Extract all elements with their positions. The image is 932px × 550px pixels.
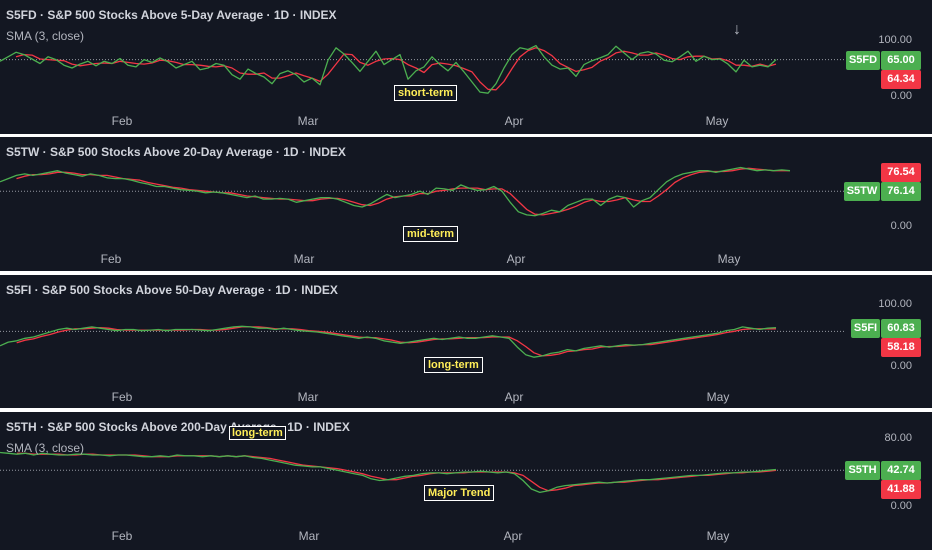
y-tick-label: 0.00 (890, 500, 912, 512)
y-tick-label: 100.00 (878, 34, 912, 46)
pane-title: S5FI · S&P 500 Stocks Above 50-Day Avera… (6, 283, 338, 297)
sma-value-badge: 64.34 (881, 70, 921, 89)
sma-line[interactable] (15, 47, 777, 91)
indicator-legend[interactable]: SMA (3, close) (6, 29, 85, 43)
annotation-label[interactable]: Major Trend (424, 485, 495, 501)
price-line[interactable] (0, 166, 791, 217)
annotation-label-overlay[interactable]: long-term (229, 426, 286, 440)
annotation-label[interactable]: mid-term (403, 226, 459, 242)
x-tick-label: Apr (504, 390, 524, 404)
x-tick-label: Feb (100, 252, 122, 266)
price-line[interactable] (0, 451, 777, 494)
indicator-legend[interactable]: SMA (3, close) (6, 441, 85, 455)
x-tick-label: Mar (297, 390, 319, 404)
annotation-label[interactable]: long-term (424, 357, 483, 373)
down-arrow-icon[interactable]: ↓ (733, 21, 741, 38)
x-tick-label: May (717, 252, 741, 266)
last-value-badge: 60.83 (881, 319, 921, 338)
pane-title: S5TW · S&P 500 Stocks Above 20-Day Avera… (6, 145, 346, 159)
last-value-badge: 42.74 (881, 461, 921, 480)
s5fd-chart-svg (0, 44, 845, 94)
symbol-tag: S5TH (845, 461, 880, 480)
symbol-tag: S5FD (846, 51, 880, 70)
x-tick-label: Feb (111, 114, 133, 128)
symbol-tag: S5FI (851, 319, 880, 338)
x-tick-label: May (706, 529, 730, 543)
x-tick-label: Apr (503, 529, 523, 543)
pane-s5fd[interactable]: S5FD · S&P 500 Stocks Above 5-Day Averag… (0, 0, 932, 134)
s5tw-chart-svg (0, 166, 845, 217)
annotation-label[interactable]: short-term (394, 85, 458, 101)
last-value-badge: 65.00 (881, 51, 921, 70)
price-line[interactable] (0, 44, 777, 94)
sma-value-badge: 58.18 (881, 338, 921, 357)
x-tick-label: Mar (298, 529, 320, 543)
pane-s5th[interactable]: S5TH · S&P 500 Stocks Above 200-Day Aver… (0, 412, 932, 550)
y-tick-label: 0.00 (890, 220, 912, 232)
pane-title: S5FD · S&P 500 Stocks Above 5-Day Averag… (6, 8, 337, 22)
y-tick-label: 80.00 (884, 432, 912, 444)
y-tick-label: 0.00 (890, 360, 912, 372)
pane-title: S5TH · S&P 500 Stocks Above 200-Day Aver… (6, 420, 350, 434)
last-value-badge: 76.14 (881, 182, 921, 201)
x-tick-label: Mar (297, 114, 319, 128)
x-tick-label: Mar (293, 252, 315, 266)
s5th-chart-svg (0, 451, 845, 494)
sma-value-badge: 41.88 (881, 480, 921, 499)
sma-line[interactable] (16, 452, 777, 492)
x-tick-label: Apr (506, 252, 526, 266)
sma-value-badge: 76.54 (881, 163, 921, 182)
x-tick-label: May (705, 114, 729, 128)
y-tick-label: 100.00 (878, 298, 912, 310)
y-tick-label: 0.00 (890, 90, 912, 102)
x-tick-label: Feb (111, 529, 133, 543)
price-line[interactable] (0, 325, 777, 358)
pane-s5fi[interactable]: S5FI · S&P 500 Stocks Above 50-Day Avera… (0, 275, 932, 408)
x-tick-label: Feb (111, 390, 133, 404)
pane-s5tw[interactable]: S5TW · S&P 500 Stocks Above 20-Day Avera… (0, 137, 932, 271)
symbol-tag: S5TW (844, 182, 880, 201)
s5fi-chart-svg (0, 325, 845, 358)
x-tick-label: May (706, 390, 730, 404)
x-tick-label: Apr (504, 114, 524, 128)
